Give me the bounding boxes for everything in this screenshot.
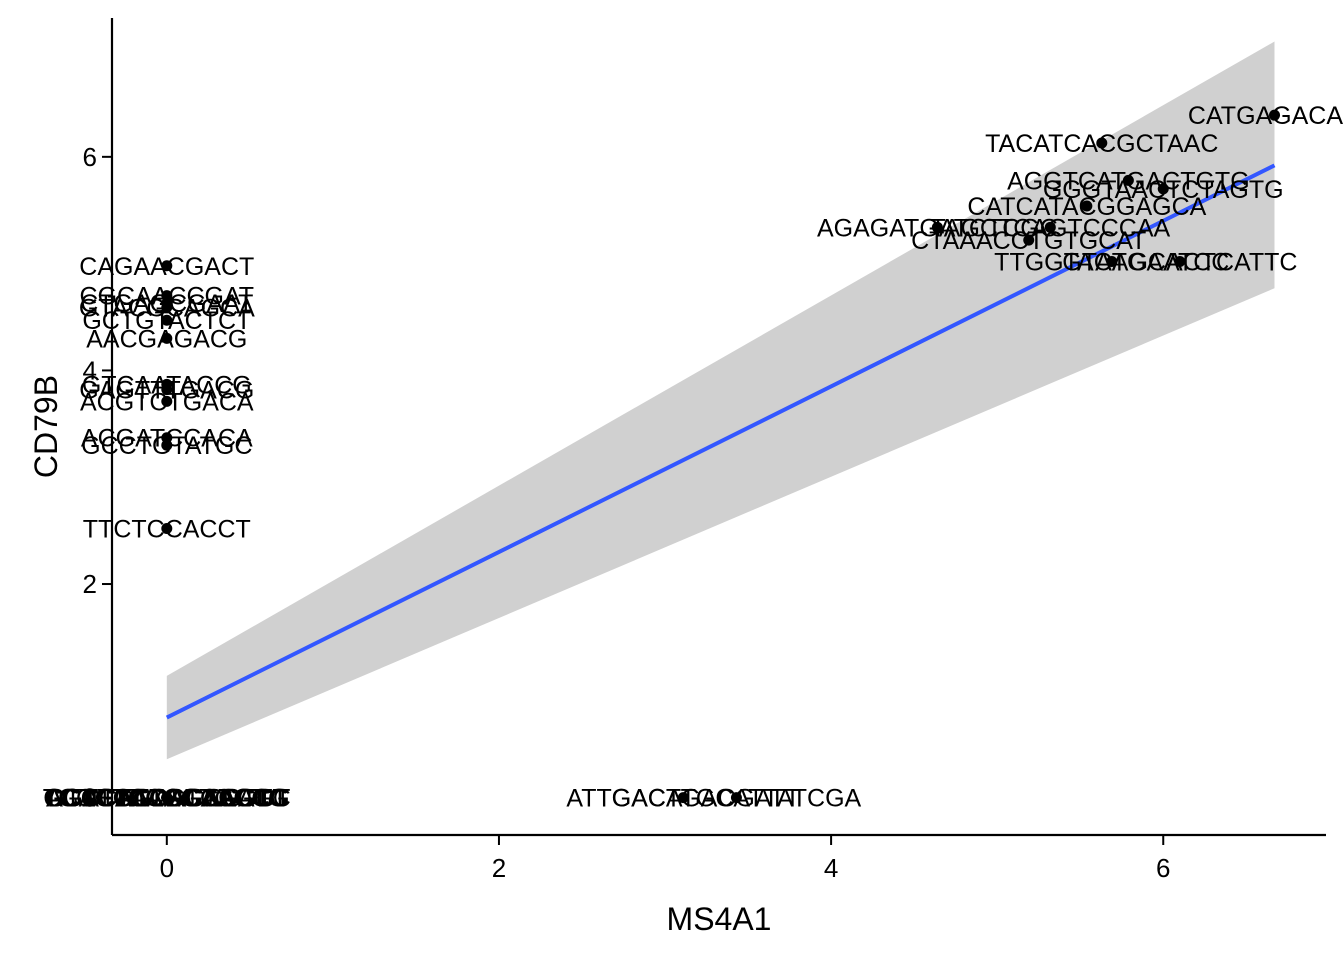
point-label: GACATGCATTATCGA <box>612 785 862 813</box>
point-label: TAGCTCAGTCCCAA <box>930 214 1170 242</box>
y-tick-label: 2 <box>83 569 97 599</box>
axes-layer <box>110 18 1326 837</box>
point-label: GCTGTACTCT <box>82 307 251 335</box>
point-label: CTGAGCGAAT <box>80 290 253 318</box>
data-point <box>1122 174 1134 186</box>
y-tick-label: 6 <box>83 142 97 172</box>
data-point <box>161 301 173 313</box>
data-point <box>161 332 173 344</box>
data-point <box>1081 200 1093 212</box>
y-axis-title: CD79B <box>28 375 64 478</box>
point-label: GAGTTTGACG <box>79 377 254 405</box>
point-label: GTCCAGAACCGTTT <box>46 785 288 813</box>
point-label: TTGGTACTGAATCC <box>994 248 1229 276</box>
x-tick-label: 0 <box>160 853 174 883</box>
point-label: AGGTCATGACTGTG <box>1007 167 1250 195</box>
point-label: ATTGACTGACGATT <box>566 785 800 813</box>
x-tick-label: 4 <box>824 853 838 883</box>
point-label: ACGTCTGACA <box>80 388 254 416</box>
x-tick-label: 6 <box>1156 853 1170 883</box>
data-point <box>931 221 943 233</box>
point-labels-layer: CATGAGACACTACATCACGCTAACAGGTCATGACTGTGGG… <box>43 102 1344 812</box>
point-label: CCTCGACCTGAGGT <box>43 785 290 813</box>
point-label: GTCAATACCG <box>82 371 252 399</box>
data-point <box>161 314 173 326</box>
data-point <box>161 439 173 451</box>
data-point <box>161 384 173 396</box>
data-point <box>1106 255 1118 267</box>
data-point <box>161 792 173 804</box>
point-label: GGTCTAACCTGCCG <box>44 785 289 813</box>
point-label: GCCTGTATGC <box>81 432 252 460</box>
point-label: GTAAGCACTCATTC <box>1062 248 1297 276</box>
point-label: CTAAACCTGTGCAT <box>911 227 1146 255</box>
point-label: GGGTAACTCTAGTG <box>1043 176 1284 204</box>
point-label: TTCTCCACCT <box>83 515 251 543</box>
data-point <box>1157 183 1169 195</box>
point-label: AGCTTGCACTGGTT <box>46 785 288 813</box>
data-point <box>1044 221 1056 233</box>
point-label: ACTCGTTGGACATG <box>46 785 287 813</box>
point-label: TCGGATCCGAAGGC <box>43 785 291 813</box>
regression-line <box>165 163 1276 720</box>
regression-line-layer <box>165 163 1276 720</box>
x-axis-title: MS4A1 <box>667 901 772 937</box>
data-point <box>1096 137 1108 149</box>
point-label: AGAGATGATCTCGC <box>817 214 1058 242</box>
point-label: GTACGCAGCA <box>79 294 255 322</box>
points-layer <box>161 109 1281 804</box>
data-point <box>730 792 742 804</box>
point-label: TGACTCAGGAAGTG <box>44 785 290 813</box>
point-label: TACATCACGCTAAC <box>985 130 1218 158</box>
y-tick-label: 0 <box>83 783 97 813</box>
point-label: ACGATCCACA <box>81 425 253 453</box>
point-label: CATGAGACAC <box>1188 102 1344 130</box>
data-point <box>161 395 173 407</box>
data-point <box>677 792 689 804</box>
data-point <box>1269 109 1281 121</box>
point-label: CATCATACGGAGCA <box>967 193 1206 221</box>
y-tick-label: 4 <box>83 355 97 385</box>
point-label: CGCAACCGAT <box>80 283 255 311</box>
data-point <box>161 260 173 272</box>
data-point <box>1174 255 1186 267</box>
data-point <box>161 522 173 534</box>
point-label: CGATTCCAGCTCCG <box>45 785 289 813</box>
x-tick-label: 2 <box>492 853 506 883</box>
data-point <box>1023 234 1035 246</box>
ticks-layer: 0 2 4 6 0 2 4 6 <box>83 142 1171 883</box>
point-label: AACGAGACG <box>86 325 247 353</box>
point-label: CAGAACGACT <box>79 253 254 281</box>
